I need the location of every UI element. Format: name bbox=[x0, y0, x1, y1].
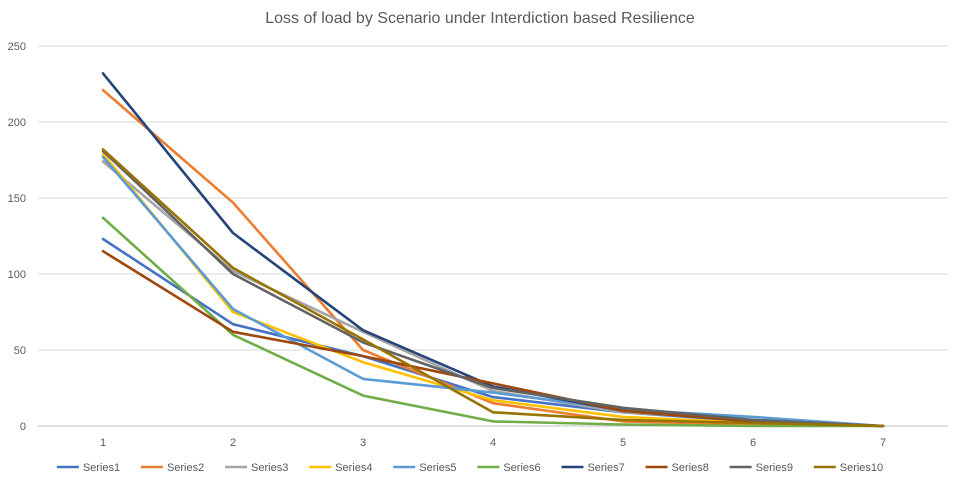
legend-item: Series3 bbox=[225, 462, 288, 474]
y-tick-label: 0 bbox=[20, 421, 26, 433]
y-tick-label: 250 bbox=[8, 41, 26, 53]
legend-label: Series6 bbox=[503, 462, 540, 474]
y-tick-label: 150 bbox=[8, 193, 26, 205]
legend-item: Series6 bbox=[477, 462, 541, 474]
series-lines bbox=[101, 72, 885, 428]
series-line-series6 bbox=[101, 216, 885, 428]
legend-label: Series3 bbox=[251, 462, 288, 474]
legend-item: Series5 bbox=[393, 462, 457, 474]
legend-item: Series9 bbox=[729, 462, 793, 474]
legend-label: Series9 bbox=[756, 462, 793, 474]
legend-label: Series1 bbox=[83, 462, 120, 474]
legend: Series1 Series2 Series3 Series4 Series5 Serie… bbox=[56, 462, 883, 474]
x-tick-label: 7 bbox=[880, 437, 886, 449]
x-tick-label: 6 bbox=[750, 437, 756, 449]
series-line-series9 bbox=[101, 149, 885, 428]
series-line-series1 bbox=[101, 237, 885, 428]
legend-label: Series10 bbox=[840, 462, 883, 474]
y-tick-label: 100 bbox=[8, 269, 26, 281]
x-tick-label: 2 bbox=[230, 437, 236, 449]
x-tick-label: 5 bbox=[620, 437, 626, 449]
legend-label: Series2 bbox=[167, 462, 204, 474]
legend-item: Series2 bbox=[140, 462, 204, 474]
axes: 0 50 100 150 200 250 1 2 3 4 5 6 7 bbox=[8, 41, 948, 449]
gridlines bbox=[38, 45, 948, 351]
series-line-series7 bbox=[101, 72, 885, 428]
chart-title: Loss of load by Scenario under Interdict… bbox=[265, 10, 695, 27]
x-tick-label: 1 bbox=[100, 437, 106, 449]
legend-item: Series10 bbox=[813, 462, 883, 474]
legend-label: Series8 bbox=[672, 462, 709, 474]
legend-label: Series7 bbox=[587, 462, 624, 474]
x-tick-label: 3 bbox=[360, 437, 366, 449]
legend-label: Series5 bbox=[419, 462, 456, 474]
series-line-series10 bbox=[101, 148, 885, 428]
y-tick-label: 50 bbox=[14, 345, 26, 357]
legend-item: Series7 bbox=[561, 462, 625, 474]
legend-item: Series8 bbox=[645, 462, 709, 474]
series-line-series8 bbox=[101, 249, 885, 428]
series-line-series2 bbox=[101, 88, 885, 428]
legend-item: Series1 bbox=[56, 462, 120, 474]
legend-item: Series4 bbox=[309, 462, 372, 474]
y-tick-label: 200 bbox=[8, 117, 26, 129]
legend-label: Series4 bbox=[335, 462, 372, 474]
series-line-series5 bbox=[101, 155, 885, 428]
x-tick-label: 4 bbox=[490, 437, 496, 449]
